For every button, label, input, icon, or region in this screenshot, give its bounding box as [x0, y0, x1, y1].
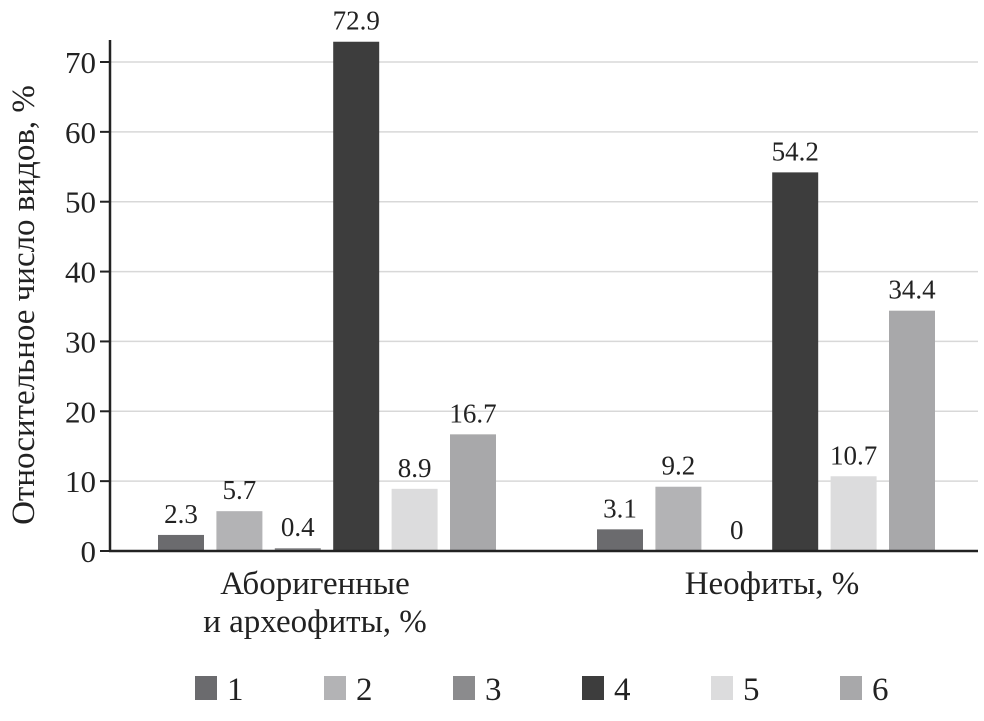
- y-tick-label: 40: [65, 255, 96, 290]
- y-tick-label: 10: [65, 464, 96, 499]
- data-label: 0: [730, 515, 744, 545]
- y-tick-label: 60: [65, 115, 96, 150]
- legend-label: 5: [743, 672, 760, 708]
- data-label: 16.7: [449, 398, 496, 428]
- legend-label: 2: [356, 672, 373, 708]
- data-label: 5.7: [223, 475, 257, 505]
- y-tick-label: 70: [65, 45, 96, 80]
- data-label: 72.9: [333, 6, 380, 36]
- bar-series-2: [216, 511, 263, 551]
- legend-label: 1: [227, 672, 244, 708]
- y-tick-label: 30: [65, 324, 96, 359]
- legend-label: 6: [872, 672, 889, 708]
- legend: 1 2 3 4 5 6: [195, 672, 889, 708]
- y-axis-label: Относительное число видов, %: [6, 85, 42, 525]
- legend-swatch: [195, 676, 217, 700]
- data-labels: 2.3 3.1 5.7 9.2 0.4 0 72.9 54.2 8.9 10.7 16.7 34.4: [164, 6, 936, 545]
- y-tick-label: 50: [65, 185, 96, 220]
- bar-series-5: [830, 476, 877, 551]
- legend-swatch: [840, 676, 862, 700]
- legend-label: 3: [485, 672, 502, 708]
- y-tick-label: 0: [81, 534, 97, 569]
- data-label: 9.2: [662, 451, 696, 481]
- legend-swatch: [582, 676, 604, 700]
- bar-series-6: [450, 434, 496, 551]
- x-category-label: Неофиты, %: [685, 566, 860, 602]
- bar-series-1: [597, 529, 643, 551]
- x-category-label: и археофиты, %: [203, 604, 427, 640]
- legend-label: 4: [614, 672, 631, 708]
- bar-series-2: [655, 486, 702, 551]
- data-label: 2.3: [164, 499, 198, 529]
- gridlines: [110, 61, 978, 482]
- bar-series-1: [158, 534, 204, 551]
- legend-swatch: [324, 676, 346, 700]
- bar-series-3: [274, 548, 321, 551]
- bars: [158, 41, 935, 552]
- bar-series-5: [391, 488, 438, 551]
- y-tick-label: 20: [65, 394, 96, 429]
- legend-swatch: [453, 676, 475, 700]
- data-label: 0.4: [281, 512, 315, 542]
- bar-series-4: [772, 172, 819, 552]
- data-label: 3.1: [603, 493, 637, 523]
- data-label: 10.7: [830, 440, 877, 470]
- bar-series-4: [333, 41, 380, 552]
- data-label: 54.2: [772, 136, 819, 166]
- legend-swatch: [711, 676, 733, 700]
- bar-series-6: [889, 310, 935, 551]
- data-label: 8.9: [398, 453, 432, 483]
- x-category-label: Аборигенные: [220, 566, 410, 602]
- data-label: 34.4: [888, 275, 936, 305]
